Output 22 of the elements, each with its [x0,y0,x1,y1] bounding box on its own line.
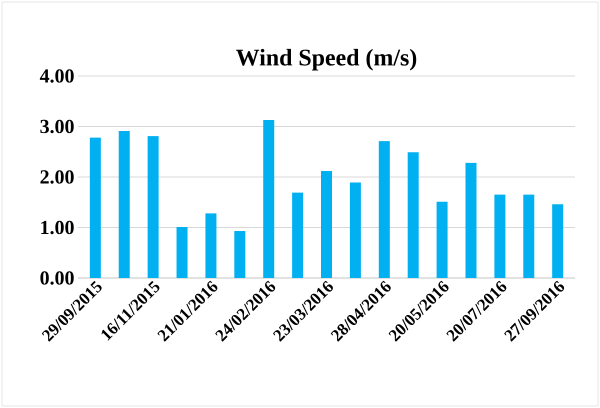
bar [234,231,246,278]
bar [523,194,534,278]
bar [292,192,304,278]
bar [176,226,188,278]
bar [552,204,564,278]
bar [205,213,216,278]
bar [118,131,130,278]
bar [148,136,159,278]
bar [465,162,476,278]
y-tick-label: 1.00 [41,220,74,234]
y-tick-label: 4.00 [40,69,74,83]
bar [378,141,390,278]
y-tick-label: 2.00 [40,170,74,184]
bar [90,138,101,278]
bar [321,170,332,278]
bar [263,120,274,278]
bar [494,194,506,278]
chart-title: Wind Speed (m/s) [236,48,416,71]
bar [436,202,448,278]
bar [408,152,419,278]
y-tick-label: 3.00 [40,120,74,134]
bar [350,182,361,278]
